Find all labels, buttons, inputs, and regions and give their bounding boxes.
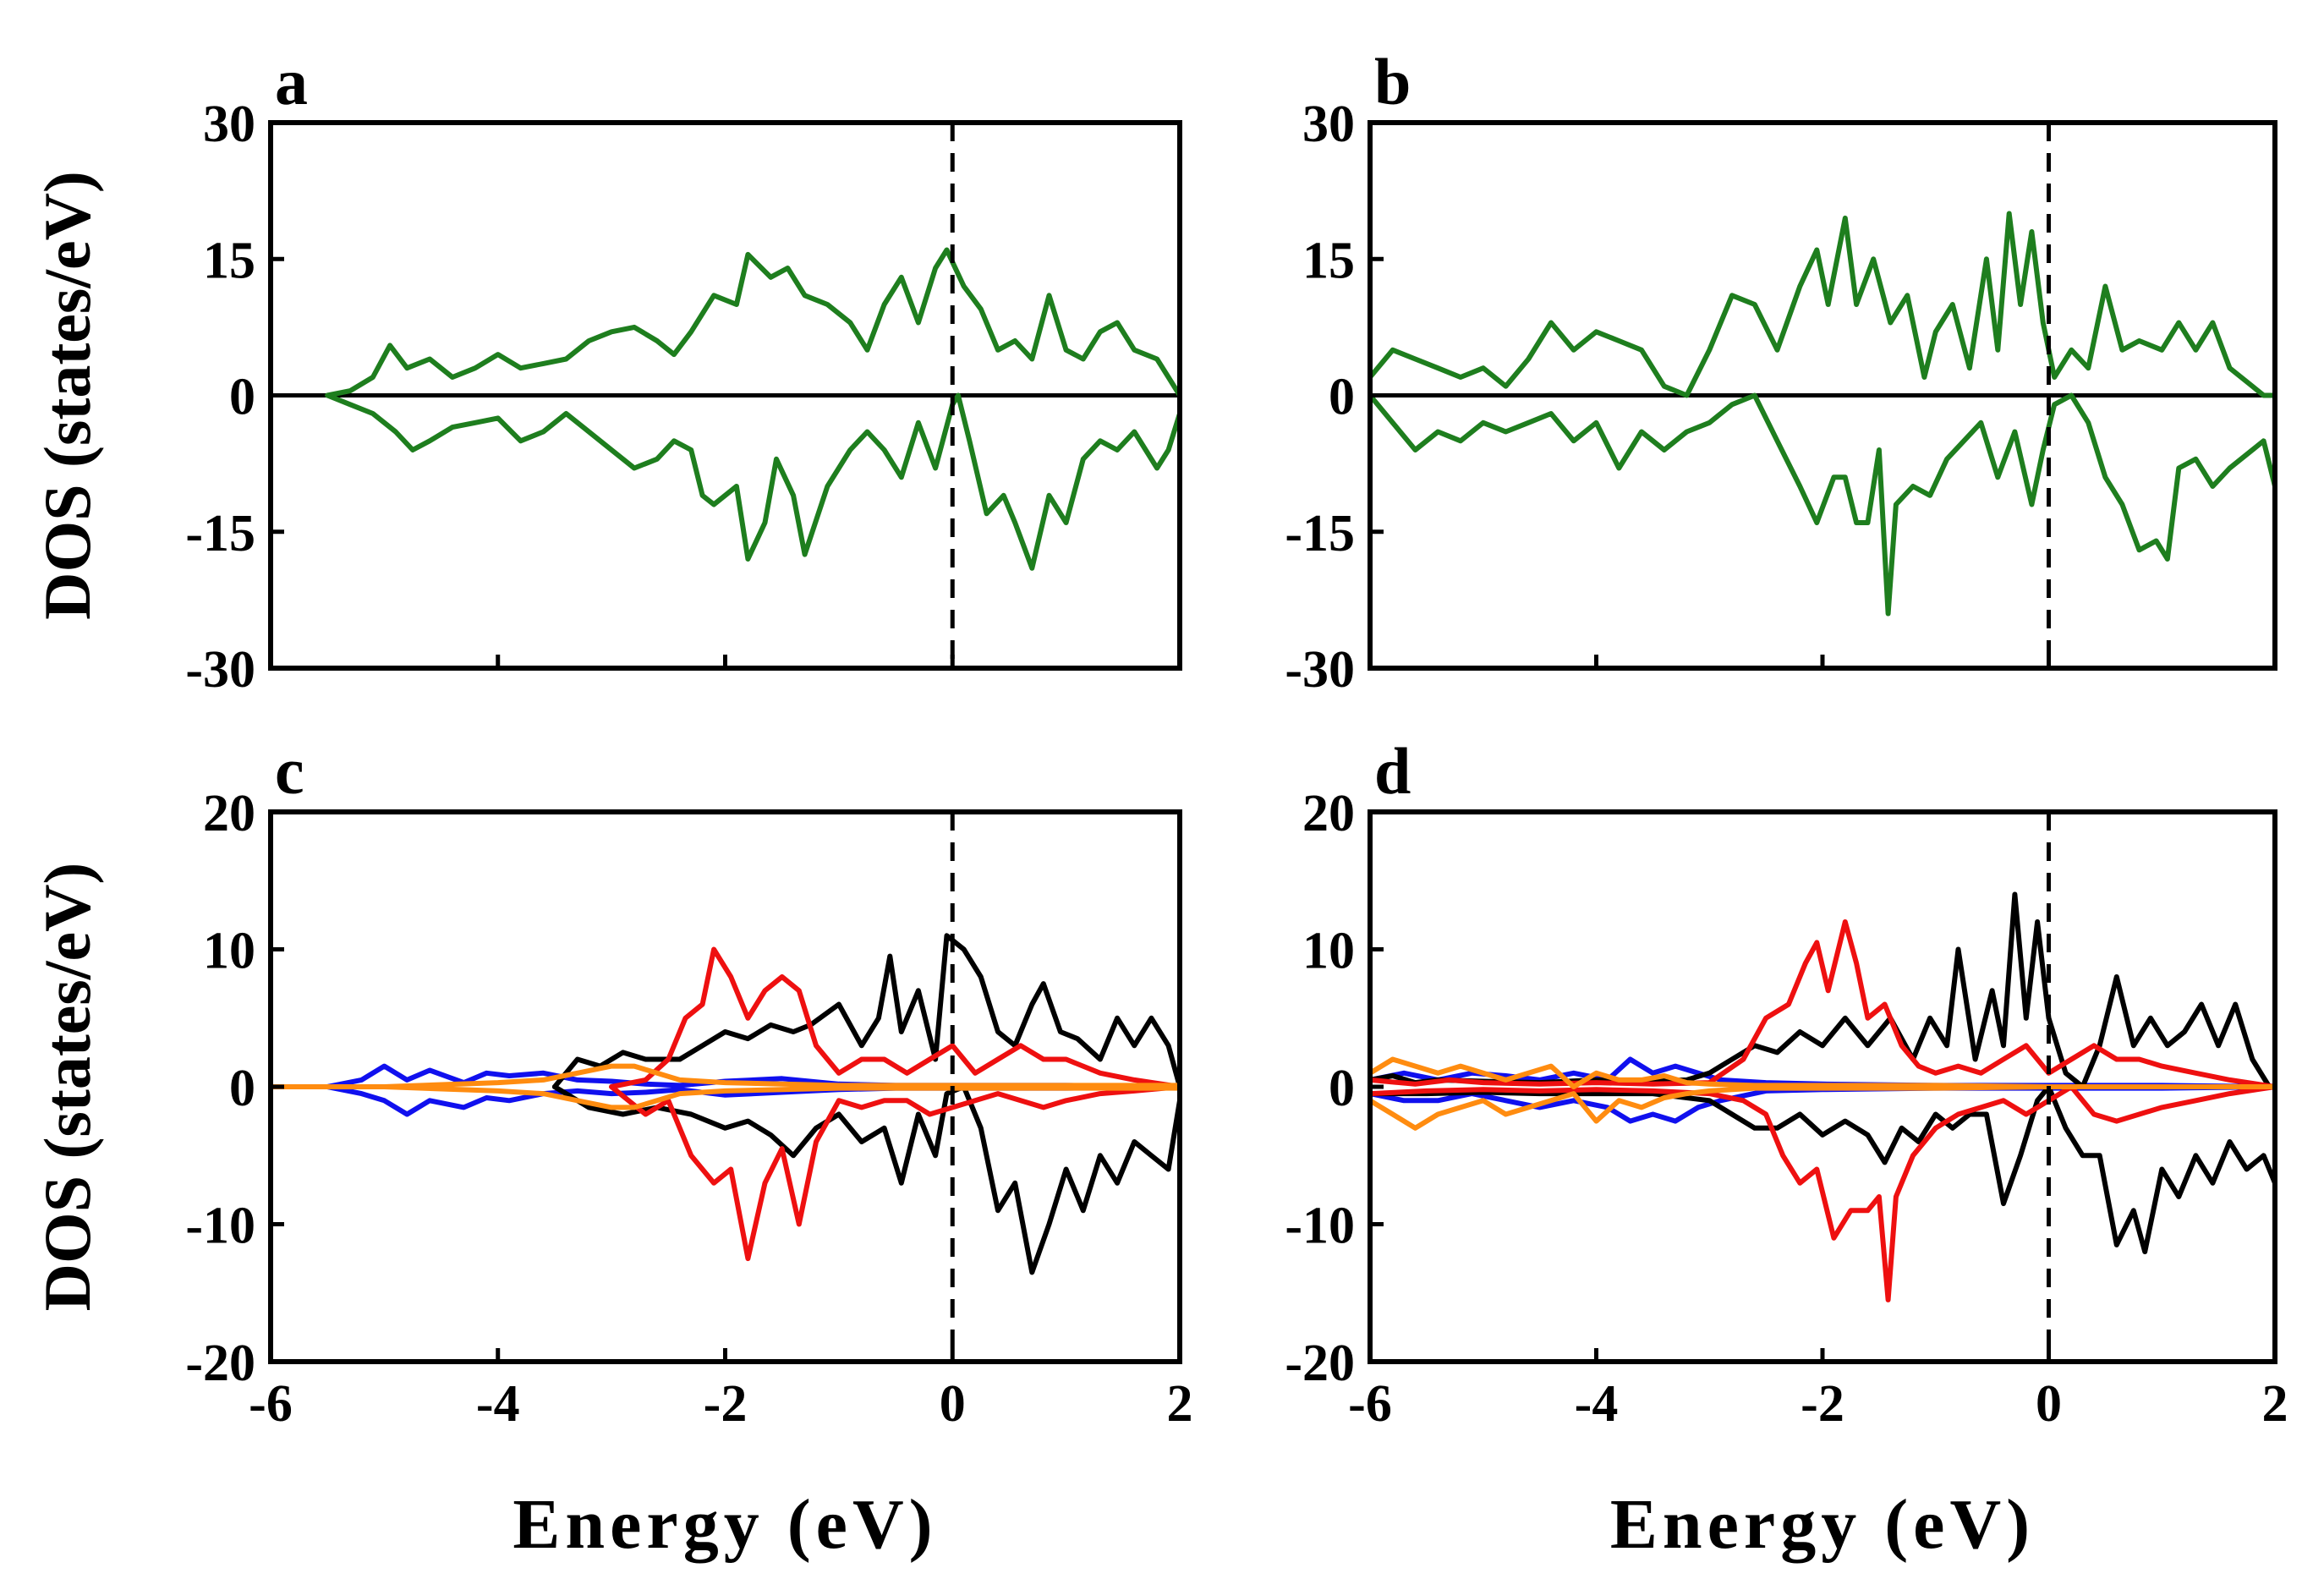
panel-label: c [275, 734, 304, 808]
series-line-total-spin-up [325, 247, 1182, 398]
series-line-orange-spin-down [1368, 1084, 2277, 1131]
x-tick-label: 2 [1167, 1375, 1193, 1433]
y-tick-label: 0 [1329, 1060, 1355, 1117]
y-tick-label: -10 [185, 1198, 255, 1255]
y-axis-label: DOS (states/eV) [30, 171, 104, 620]
x-tick-label: -2 [704, 1375, 748, 1433]
y-tick-label: -20 [185, 1335, 255, 1392]
x-tick-label: -6 [249, 1375, 293, 1433]
y-tick-label: 15 [203, 232, 255, 289]
panel-label: d [1374, 734, 1411, 808]
x-tick-label: 0 [2036, 1375, 2062, 1433]
y-axis-label: DOS (states/eV) [30, 863, 104, 1312]
series-line-red-spin-down [609, 1084, 1182, 1262]
series-line-total-spin-up [1368, 211, 2277, 398]
y-tick-label: -30 [1285, 641, 1355, 699]
series-line-orange-spin-up [1368, 1056, 2277, 1089]
series-line-black-spin-up [551, 933, 1182, 1089]
y-tick-label: -20 [1285, 1335, 1355, 1392]
x-tick-label: 2 [2262, 1375, 2288, 1433]
series-line-black-spin-up [1368, 891, 2277, 1089]
series-line-orange-spin-down [268, 1084, 1182, 1110]
series-line-red-spin-down [1368, 1084, 2277, 1302]
x-tick-label: -6 [1348, 1375, 1392, 1433]
x-tick-label: -2 [1801, 1375, 1844, 1433]
y-tick-label: 0 [229, 369, 255, 426]
y-tick-label: 20 [1302, 785, 1355, 842]
series-line-red-spin-up [609, 946, 1182, 1089]
y-tick-label: -15 [185, 505, 255, 562]
series-line-red-spin-up [1368, 919, 2277, 1089]
y-tick-label: 10 [203, 923, 255, 980]
panel-label: a [275, 45, 308, 118]
series-line-black-spin-down [1368, 1084, 2277, 1254]
x-tick-label: 0 [940, 1375, 966, 1433]
series-line-total-spin-down [1368, 392, 2277, 617]
panel-label: b [1374, 45, 1411, 118]
series-line-orange-spin-up [268, 1063, 1182, 1089]
x-axis-label: Energy (eV) [1610, 1485, 2035, 1564]
y-tick-label: 30 [203, 96, 255, 153]
y-tick-label: 10 [1302, 923, 1355, 980]
y-tick-label: -10 [1285, 1198, 1355, 1255]
y-tick-label: 20 [203, 785, 255, 842]
y-tick-label: -30 [185, 641, 255, 699]
series-line-total-spin-down [325, 392, 1182, 571]
x-tick-label: -4 [1575, 1375, 1619, 1433]
y-tick-label: 30 [1302, 96, 1355, 153]
x-tick-label: -4 [476, 1375, 520, 1433]
y-tick-label: -15 [1285, 505, 1355, 562]
series-line-black-spin-down [551, 1084, 1182, 1275]
y-tick-label: 15 [1302, 232, 1355, 289]
y-tick-label: 0 [1329, 369, 1355, 426]
x-axis-label: Energy (eV) [512, 1485, 937, 1564]
y-tick-label: 0 [229, 1060, 255, 1117]
